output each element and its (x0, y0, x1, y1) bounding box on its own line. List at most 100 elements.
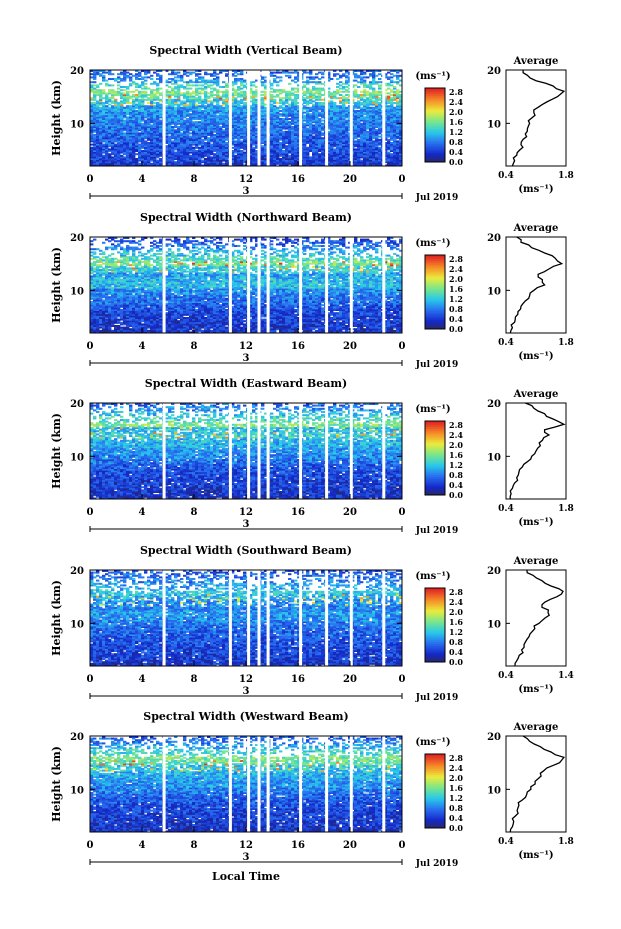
heatmap-cell (279, 135, 283, 138)
heatmap-cell (165, 159, 169, 162)
heatmap-cell (96, 146, 100, 149)
heatmap-cell (225, 146, 229, 149)
heatmap-cell (291, 159, 295, 162)
heatmap-cell (342, 146, 346, 149)
heatmap-cell (387, 164, 391, 167)
heatmap-cell (120, 150, 124, 152)
heatmap-cell (183, 162, 187, 165)
heatmap-cell (333, 159, 337, 162)
heatmap-cell (243, 129, 247, 132)
heatmap-cell (183, 124, 187, 127)
heatmap-cell (186, 87, 190, 90)
heatmap-cell (183, 81, 187, 84)
heatmap-cell (135, 138, 139, 141)
heatmap-cell (225, 143, 229, 146)
heatmap-cell (234, 143, 238, 146)
heatmap-cell (384, 143, 388, 146)
heatmap-cell (225, 126, 229, 128)
heatmap-cell (318, 161, 322, 164)
heatmap-cell (237, 162, 241, 165)
heatmap-cell (132, 90, 136, 93)
heatmap-cell (342, 158, 346, 160)
heatmap-cell (168, 161, 172, 164)
heatmap-cell (93, 130, 97, 133)
heatmap-cell (390, 150, 394, 152)
heatmap-cell (387, 135, 391, 138)
heatmap-cell (168, 124, 172, 127)
heatmap-cell (357, 164, 361, 167)
heatmap-cell (384, 156, 388, 159)
heatmap-cell (294, 140, 298, 143)
heatmap-cell (210, 161, 214, 164)
heatmap-cell (291, 79, 295, 82)
heatmap-cell (96, 161, 100, 164)
heatmap-cell (177, 150, 181, 152)
heatmap-cell (240, 126, 244, 128)
heatmap-cell (390, 148, 394, 151)
heatmap-cell (207, 156, 211, 159)
heatmap-cell (177, 154, 181, 157)
heatmap-cell (366, 124, 370, 127)
heatmap-cell (276, 81, 280, 84)
heatmap-cell (231, 162, 235, 165)
heatmap-cell (366, 140, 370, 143)
heatmap-cell (303, 161, 307, 164)
heatmap-cell (135, 137, 139, 140)
heatmap-cell (357, 129, 361, 132)
heatmap-cell (141, 146, 145, 149)
heatmap-cell (312, 143, 316, 146)
heatmap-cell (333, 135, 337, 138)
heatmap-cell (393, 158, 397, 160)
heatmap-cell (204, 146, 208, 149)
heatmap-cell (93, 159, 97, 162)
heatmap-cell (213, 140, 217, 143)
heatmap-cell (204, 154, 208, 157)
heatmap-cell (399, 138, 403, 141)
heatmap-cell (192, 137, 196, 140)
heatmap-cell (261, 138, 265, 141)
heatmap-cell (177, 151, 181, 154)
heatmap-cell (309, 137, 313, 140)
heatmap-cell (213, 130, 217, 133)
heatmap-cell (354, 124, 358, 127)
heatmap-cell (105, 105, 109, 108)
heatmap-cell (147, 162, 151, 165)
heatmap-cell (216, 137, 220, 140)
heatmap-cell (312, 127, 316, 130)
heatmap-cell (288, 127, 292, 130)
heatmap-cell (240, 87, 244, 90)
heatmap-cell (318, 142, 322, 144)
heatmap-cell (327, 137, 331, 140)
heatmap-cell (393, 74, 397, 77)
heatmap-cell (120, 151, 124, 154)
heatmap-cell (330, 162, 334, 165)
heatmap-cell (327, 132, 331, 135)
heatmap-cell (165, 153, 169, 156)
heatmap-cell (171, 132, 175, 135)
heatmap-cell (396, 124, 400, 127)
heatmap-cell (138, 140, 142, 143)
heatmap-cell (222, 140, 226, 143)
heatmap-cell (390, 129, 394, 132)
heatmap-cell (297, 146, 301, 149)
heatmap-cell (105, 126, 109, 128)
heatmap-cell (171, 145, 175, 148)
heatmap-cell (153, 89, 157, 92)
heatmap-cell (159, 162, 163, 165)
heatmap-cell (126, 138, 130, 141)
heatmap-cell (201, 150, 205, 152)
heatmap-cell (138, 154, 142, 157)
heatmap-cell (117, 138, 121, 141)
heatmap-cell (207, 103, 211, 106)
heatmap-cell (336, 140, 340, 143)
heatmap-cell (264, 138, 268, 141)
heatmap-cell (282, 142, 286, 144)
heatmap-cell (168, 156, 172, 159)
heatmap-cell (165, 146, 169, 149)
heatmap-cell (183, 130, 187, 133)
heatmap-cell (342, 164, 346, 167)
heatmap-cell (321, 159, 325, 162)
heatmap-cell (129, 73, 133, 76)
heatmap-cell (384, 146, 388, 149)
heatmap-cell (192, 140, 196, 143)
